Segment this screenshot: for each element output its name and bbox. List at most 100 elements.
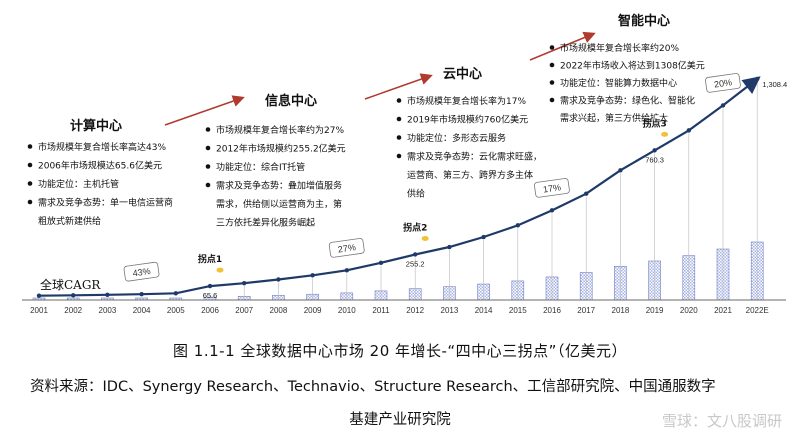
x-tick-label: 2004 <box>133 306 151 315</box>
cagr-box-frame <box>534 178 570 198</box>
stage-bullet: 功能定位：智能算力数据中心 <box>560 77 677 89</box>
curve-point-2020 <box>686 128 691 133</box>
stage-arrow-2 <box>364 73 433 100</box>
bullet-dot <box>205 164 211 169</box>
curve-point-2016 <box>549 208 555 213</box>
x-tick-label: 2018 <box>612 306 630 315</box>
x-tick-label: 2010 <box>338 306 356 315</box>
x-tick-label: 2006 <box>201 306 219 315</box>
inflection-marker-2019 <box>661 131 669 137</box>
x-tick-label: 2005 <box>167 306 185 315</box>
data-label-2012: 255.2 <box>406 259 425 268</box>
bullet-dot <box>27 181 33 186</box>
curve-point-2009 <box>310 273 315 278</box>
bullet-dot <box>549 62 555 68</box>
curve-point-2002 <box>71 293 76 298</box>
x-tick-label: 2017 <box>577 306 595 315</box>
x-tick-label: 2002 <box>64 306 82 315</box>
data-label-2022E: 1,308.4 <box>762 80 787 89</box>
stage-bullet: 需求及竞争态势：单一电信运营商 <box>38 197 173 209</box>
curve-point-2018 <box>618 168 623 173</box>
inflection-label-2006: 拐点1 <box>198 253 222 265</box>
curve-point-2003 <box>105 292 110 298</box>
stage-title: 计算中心 <box>70 118 122 134</box>
x-tick-label: 2021 <box>714 306 732 315</box>
x-tick-label: 2008 <box>270 306 288 315</box>
curve-point-2013 <box>447 244 452 250</box>
cagr-curve-path <box>38 76 761 297</box>
stage-bullet: 粗放式新建供给 <box>38 215 101 227</box>
curve-point-2014 <box>481 234 486 240</box>
cagr-value: 27% <box>337 242 356 254</box>
cagr-box-frame <box>328 238 365 258</box>
stage-bullet: 市场规模年复合增长率约为27% <box>216 124 344 136</box>
x-tick-label: 2007 <box>235 306 253 315</box>
curve-point-2012 <box>413 252 418 257</box>
bullet-dot <box>549 80 555 85</box>
stage-bullet: 市场规模年复合增长率为17% <box>407 95 526 107</box>
inflection-marker-2012 <box>421 235 429 241</box>
curve-point-2007 <box>242 280 247 286</box>
stage-bullet: 功能定位：多形态云服务 <box>407 132 506 144</box>
cagr-value: 20% <box>713 77 732 89</box>
x-tick-label: 2001 <box>30 306 48 315</box>
figure-caption: 图 1.1-1 全球数据中心市场 20 年增长-“四中心三拐点”（亿美元） <box>173 342 627 360</box>
stage-bullet: 功能定位：主机托管 <box>38 178 119 190</box>
cagr-box-2010: 27% <box>328 238 365 258</box>
x-tick-label: 2014 <box>475 306 493 315</box>
cagr-value: 17% <box>542 182 561 194</box>
data-label-2006: 65.6 <box>203 291 218 300</box>
stage-title: 云中心 <box>443 66 482 82</box>
curve-point-2019 <box>652 148 657 153</box>
source-line-2: 基建产业研究院 <box>349 412 451 428</box>
global-cagr-label: 全球CAGR <box>40 277 101 292</box>
bullet-dot <box>205 127 211 132</box>
inflection-marker-2006 <box>216 267 224 273</box>
x-tick-label: 2009 <box>304 306 322 315</box>
bullet-dot <box>27 199 33 205</box>
bullet-dot <box>549 45 555 50</box>
x-tick-label: 2013 <box>441 306 459 315</box>
cagr-curve: 65.6 255.2 760.3 1,308.4 <box>36 76 787 300</box>
cagr-box-2004: 43% <box>123 261 160 282</box>
bullet-dot <box>205 182 211 188</box>
cagr-box-frame <box>705 73 741 93</box>
stage-bullet: 市场规模年复合增长率高达43% <box>38 141 166 153</box>
stage-bullet: 三方依托差异化服务崛起 <box>216 217 315 229</box>
x-axis: 2001 2002 2003 2004 2005 2006 2007 2008 2009 2010… <box>22 299 786 315</box>
x-tick-label: 2016 <box>543 306 561 315</box>
stage-bullet: 需求及竞争态势：叠加增值服务 <box>216 180 342 192</box>
cagr-box-2021: 20% <box>705 73 741 93</box>
cagr-box-frame <box>123 261 160 282</box>
stage-bullet: 需求，供给侧以运营商为主，第 <box>216 198 342 210</box>
stage-bullet: 2012年市场规模约255.2亿美元 <box>216 143 346 155</box>
curve-point-2021 <box>720 103 726 108</box>
x-tick-label: 2019 <box>646 306 664 315</box>
x-tick-label: 2020 <box>680 306 698 315</box>
curve-point-2008 <box>276 277 281 282</box>
watermark-text: 雪球：文八股调研 <box>661 412 782 430</box>
bullet-dot <box>27 144 33 149</box>
curve-point-2004 <box>139 291 144 297</box>
bullet-dot <box>396 153 402 159</box>
stage-bullet: 2019年市场规模约760亿美元 <box>407 114 528 126</box>
x-tick-label: 2015 <box>509 306 527 315</box>
stage-bullet: 功能定位：综合IT托管 <box>216 161 305 173</box>
bullet-dot <box>396 98 402 103</box>
stage-arrow-3 <box>529 31 596 61</box>
guide-lines <box>243 82 758 300</box>
cagr-value: 43% <box>132 266 151 278</box>
stage-bullet: 需求及竞争态势：云化需求旺盛， <box>407 151 542 163</box>
curve-point-2001 <box>36 293 42 298</box>
bullet-dot <box>205 145 211 151</box>
data-label-2019: 760.3 <box>645 155 664 164</box>
x-tick-label: 2011 <box>372 306 390 315</box>
market-growth-chart: 计算中心市场规模年复合增长率高达43%2006年市场规模达65.6亿美元功能定位… <box>22 13 787 315</box>
bullet-dot <box>27 162 33 168</box>
stage-arrow-1 <box>164 95 245 126</box>
inflection-label-2012: 拐点2 <box>403 221 427 233</box>
